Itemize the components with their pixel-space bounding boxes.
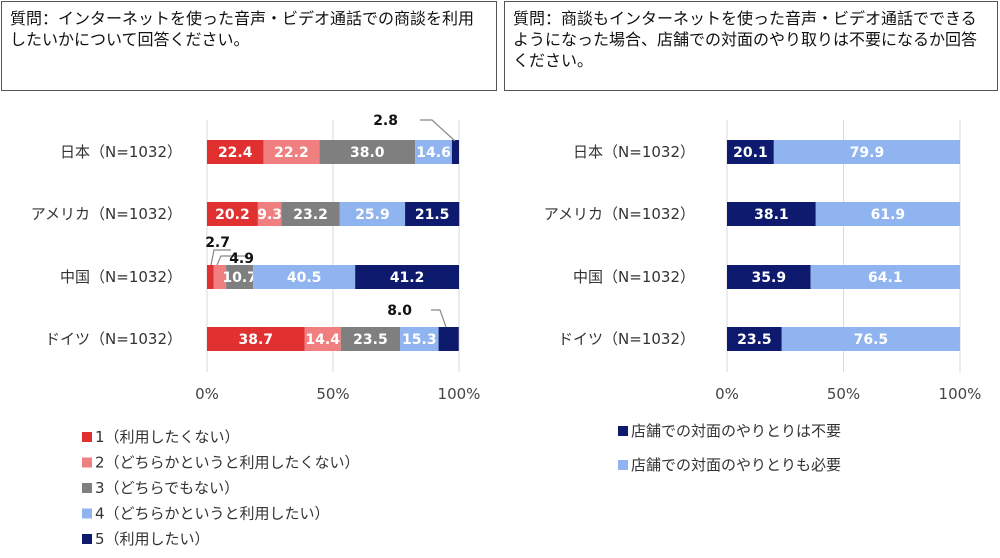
- data-label: 20.1: [733, 145, 768, 161]
- data-label: 4.9: [229, 251, 254, 267]
- bar-segment: [727, 327, 782, 351]
- data-label: 41.2: [390, 270, 425, 286]
- data-label: 23.5: [353, 332, 388, 348]
- right-question-text: 質問：商談もインターネットを使った音声・ビデオ通話でできるようになった場合、店舗…: [513, 9, 978, 70]
- category-label: ドイツ（N=1032）: [558, 330, 695, 348]
- category-label: アメリカ（N=1032）: [544, 205, 695, 223]
- legend-swatch: [618, 460, 628, 470]
- legend-label: 店舗での対面のやりとりも必要: [631, 456, 841, 474]
- data-label: 23.5: [737, 332, 772, 348]
- legend-label: 5（利用したい）: [95, 530, 210, 548]
- callout-line: [210, 249, 231, 266]
- legend-label: 2（どちらかというと利用したくない）: [95, 454, 360, 472]
- bar-segment: [213, 265, 227, 289]
- legend-swatch: [82, 432, 92, 442]
- bar-segment: [810, 265, 960, 289]
- data-label: 14.4: [305, 332, 340, 348]
- category-label: 中国（N=1032）: [60, 268, 182, 286]
- bar-segment: [815, 202, 960, 226]
- legend-label: 1（利用したくない）: [95, 428, 240, 446]
- x-tick-label: 50%: [827, 385, 860, 403]
- bar-segment: [226, 265, 254, 289]
- data-label: 38.1: [754, 207, 789, 223]
- data-label: 61.9: [871, 207, 906, 223]
- x-tick-label: 100%: [438, 385, 481, 403]
- x-tick-label: 50%: [316, 385, 349, 403]
- data-label: 10.7: [222, 270, 257, 286]
- bar-segment: [355, 265, 459, 289]
- bar-segment: [781, 327, 960, 351]
- legend-label: 店舗での対面のやりとりは不要: [631, 422, 841, 440]
- callout-line: [431, 309, 447, 328]
- data-label: 40.5: [287, 270, 322, 286]
- data-label: 79.9: [850, 145, 885, 161]
- bar-segment: [415, 140, 452, 164]
- bar-segment: [451, 140, 459, 164]
- bar-segment: [773, 140, 960, 164]
- data-label: 20.2: [215, 207, 250, 223]
- category-label: 日本（N=1032）: [60, 143, 182, 161]
- legend-swatch: [82, 508, 92, 519]
- bar-segment: [207, 265, 214, 289]
- category-label: アメリカ（N=1032）: [31, 205, 182, 223]
- data-label: 38.0: [350, 145, 385, 161]
- callout-line: [216, 255, 248, 266]
- bar-segment: [339, 202, 406, 226]
- legend-swatch: [82, 483, 92, 493]
- bar-segment: [263, 140, 320, 164]
- x-tick-label: 100%: [939, 385, 982, 403]
- bar-segment: [207, 327, 305, 351]
- legend-swatch: [82, 457, 92, 468]
- bar-segment: [438, 327, 459, 351]
- bar-segment: [207, 202, 258, 226]
- legend-label: 4（どちらかというと利用したい）: [95, 505, 330, 523]
- bar-segment: [281, 202, 340, 226]
- bar-segment: [257, 202, 282, 226]
- data-label: 35.9: [752, 270, 787, 286]
- data-label: 21.5: [415, 207, 450, 223]
- data-label: 25.9: [355, 207, 390, 223]
- bar-segment: [340, 327, 401, 351]
- x-tick-label: 0%: [715, 385, 739, 403]
- category-label: 日本（N=1032）: [573, 143, 695, 161]
- x-tick-label: 0%: [195, 385, 219, 403]
- data-label: 64.1: [868, 270, 903, 286]
- bar-segment: [727, 140, 774, 164]
- bar-segment: [727, 265, 811, 289]
- data-label: 22.2: [274, 145, 309, 161]
- category-label: ドイツ（N=1032）: [45, 330, 182, 348]
- bar-segment: [727, 202, 816, 226]
- data-label: 14.6: [416, 145, 451, 161]
- bar-segment: [405, 202, 460, 226]
- data-label: 9.3: [257, 207, 282, 223]
- callout-line: [420, 119, 456, 142]
- data-label: 15.3: [402, 332, 437, 348]
- bar-segment: [400, 327, 439, 351]
- bar-segment: [319, 140, 416, 164]
- legend-swatch: [618, 426, 628, 436]
- bar-segment: [207, 140, 264, 164]
- legend-label: 3（どちらでもない）: [95, 479, 239, 497]
- data-label: 2.8: [373, 113, 398, 129]
- data-label: 23.2: [293, 207, 328, 223]
- bar-segment: [304, 327, 341, 351]
- data-label: 76.5: [854, 332, 889, 348]
- category-label: 中国（N=1032）: [573, 268, 695, 286]
- bar-segment: [253, 265, 356, 289]
- left-question-box: 質問：インターネットを使った音声・ビデオ通話での商談を利用したいかについて回答く…: [1, 1, 497, 91]
- right-question-box: 質問：商談もインターネットを使った音声・ビデオ通話でできるようになった場合、店舗…: [504, 1, 998, 91]
- data-label: 38.7: [238, 332, 273, 348]
- left-question-text: 質問：インターネットを使った音声・ビデオ通話での商談を利用したいかについて回答く…: [10, 9, 475, 49]
- data-label: 22.4: [218, 145, 253, 161]
- data-label: 8.0: [387, 303, 412, 319]
- data-label: 2.7: [205, 235, 230, 251]
- legend-swatch: [82, 534, 92, 544]
